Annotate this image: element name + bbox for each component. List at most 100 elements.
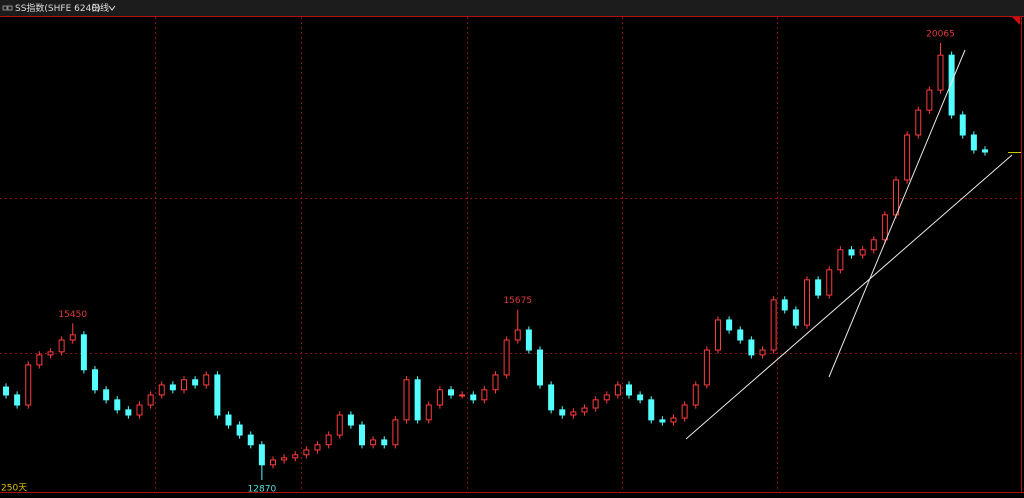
candle-body (136, 404, 143, 416)
candle-body (414, 379, 421, 421)
candle-body (225, 414, 232, 426)
candle-body (80, 334, 87, 371)
candle-body (325, 434, 332, 446)
candle-body (314, 444, 321, 451)
candle-body (681, 404, 688, 419)
candle-body (492, 374, 499, 391)
candle-body (614, 384, 621, 396)
candle-body (214, 374, 221, 416)
candle-body (459, 394, 466, 397)
candle-body (815, 279, 822, 296)
candle-body (804, 279, 810, 326)
candle-body (514, 329, 521, 341)
candle-body (370, 439, 377, 446)
candle-body (982, 149, 988, 153)
candle-body (592, 399, 599, 409)
candle-body (537, 349, 543, 386)
candle-body (181, 379, 187, 391)
candle-body (258, 444, 265, 466)
candle-body (3, 386, 9, 396)
candle-body (303, 449, 310, 456)
period-selector[interactable]: 日线 (91, 2, 109, 14)
candle-body (959, 114, 966, 136)
candle-body (915, 109, 922, 136)
candle-body (926, 89, 933, 111)
candle-body (759, 349, 766, 356)
candle-body (559, 409, 566, 416)
candle-body (92, 369, 98, 391)
candle-body (381, 439, 388, 446)
candle-body (359, 424, 365, 446)
candle-body (436, 389, 443, 406)
candle-body (203, 374, 210, 386)
low-label: 12870 (248, 485, 277, 495)
dropdown-arrow[interactable] (108, 5, 116, 11)
candle-body (848, 249, 855, 256)
candle-body (770, 299, 777, 351)
candle-body (748, 339, 755, 356)
candle-body (14, 394, 21, 406)
candle-body (659, 419, 666, 423)
candle-body (403, 379, 410, 421)
trend-line (828, 49, 966, 378)
candle-body (125, 409, 132, 416)
candle-body (270, 459, 276, 466)
candle-body (870, 239, 877, 251)
candle-body (169, 384, 176, 391)
candle-body (893, 179, 899, 216)
icon (7, 5, 13, 11)
candle-body (970, 134, 977, 151)
high-label: 20065 (926, 30, 955, 40)
candle-body (103, 389, 110, 401)
candle-body (904, 134, 911, 181)
range-label: 250天 (1, 484, 27, 494)
candle-body (703, 349, 710, 386)
candle-body (448, 389, 454, 396)
candle-body (581, 407, 588, 413)
icon (2, 5, 8, 11)
candle-body (826, 269, 833, 296)
candles (3, 43, 988, 480)
candle-body (503, 339, 510, 376)
high-label: 15675 (503, 296, 532, 306)
candle-body (347, 414, 354, 426)
candle-body (292, 454, 299, 459)
candle-body (192, 379, 199, 386)
candle-body (626, 384, 632, 396)
candle-body (47, 351, 54, 356)
candle-body (603, 394, 610, 401)
candle-body (525, 329, 532, 351)
candle-body (58, 339, 65, 353)
candle-body (692, 384, 699, 406)
candle-body (158, 384, 165, 396)
candle-body (670, 417, 677, 423)
candle-body (648, 399, 655, 421)
candle-body (837, 249, 844, 271)
candle-body (69, 334, 76, 341)
candle-body (481, 389, 488, 401)
top-bar (0, 0, 1024, 16)
candle-body (336, 414, 343, 436)
candle-body (25, 364, 32, 406)
candle-body (281, 457, 288, 461)
candle-body (781, 299, 788, 311)
candle-body (792, 309, 799, 326)
candle-body (881, 214, 888, 241)
candle-body (937, 54, 944, 91)
candle-body (570, 411, 577, 416)
candle-body (236, 424, 243, 436)
candle-body (548, 384, 555, 411)
candle-body (948, 54, 955, 116)
candle-body (470, 394, 477, 401)
candle-body (36, 354, 43, 366)
candle-body (392, 419, 399, 446)
candle-body (859, 249, 866, 256)
candle-body (147, 394, 154, 406)
chart-title: SS指数(SHFE 6240) (15, 2, 101, 14)
candle-body (715, 319, 721, 351)
corner-marker (1012, 17, 1020, 25)
candle-body (637, 394, 644, 401)
candle-body (425, 404, 432, 421)
